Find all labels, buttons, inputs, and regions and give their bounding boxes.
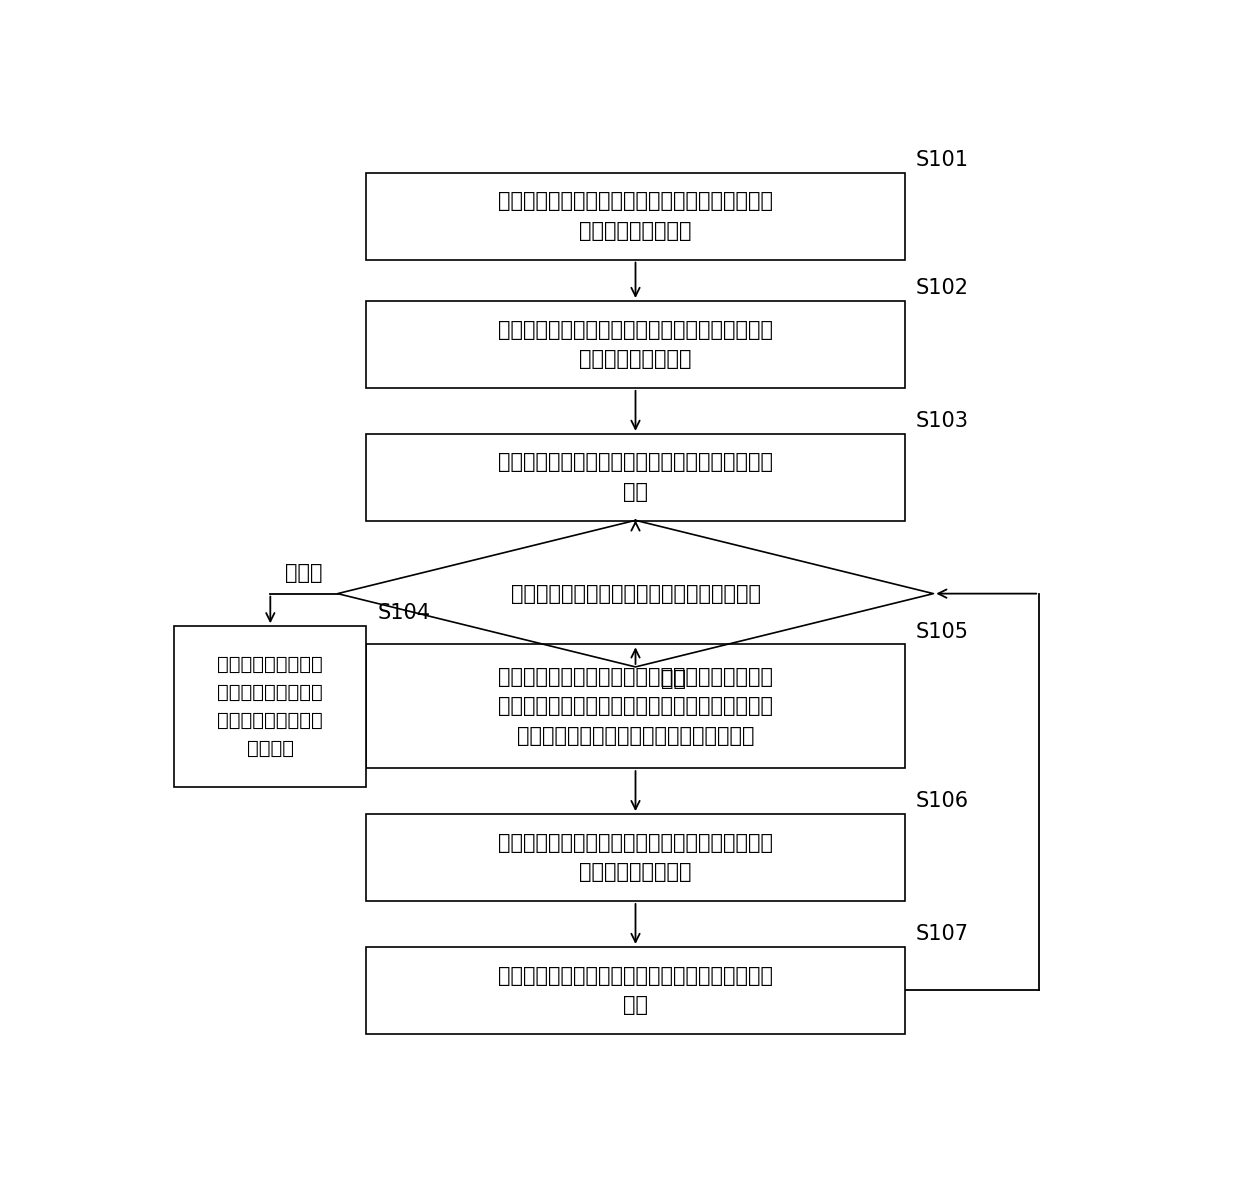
Text: 计算所述第一实际功率和所述第一输出功率的功率
差值: 计算所述第一实际功率和所述第一输出功率的功率 差值 <box>498 452 773 502</box>
Text: 不符合: 不符合 <box>285 563 322 583</box>
Text: 响应启动检测操作指令，按预设第一输出功率发送
第一检测信号至漏缆: 响应启动检测操作指令，按预设第一输出功率发送 第一检测信号至漏缆 <box>498 192 773 240</box>
Text: 获取所述当前从检测设备所检测到的所述第二检测
信号的第二实际功率: 获取所述当前从检测设备所检测到的所述第二检测 信号的第二实际功率 <box>498 833 773 882</box>
Bar <box>367 947 905 1034</box>
Text: S102: S102 <box>916 278 970 299</box>
Bar <box>367 173 905 259</box>
Text: S107: S107 <box>916 925 970 944</box>
Text: S105: S105 <box>916 621 970 641</box>
Text: 判断该功率差值是否符合预设的插入损耗要求: 判断该功率差值是否符合预设的插入损耗要求 <box>511 583 760 603</box>
Text: S103: S103 <box>916 411 970 431</box>
Text: S106: S106 <box>916 791 970 812</box>
Bar <box>367 645 905 769</box>
Bar <box>367 433 905 521</box>
Bar <box>367 301 905 388</box>
Text: 控制所述当前从检测设备按预设第二输出功率发送
第二检测信号至漏缆，并将所述当前从检测设备对
应的下一从检测设备默认为当前从检测设备: 控制所述当前从检测设备按预设第二输出功率发送 第二检测信号至漏缆，并将所述当前从… <box>498 666 773 746</box>
Text: S104: S104 <box>378 603 432 624</box>
Bar <box>367 814 905 901</box>
Text: S101: S101 <box>916 150 970 170</box>
Text: 计算所述第二实际功率和所述第二输出功率的功率
差值: 计算所述第二实际功率和所述第二输出功率的功率 差值 <box>498 965 773 1015</box>
Text: 判定该当前从检测设
备和上一检测设备之
间的漏缆线路存在问
题并警报: 判定该当前从检测设 备和上一检测设备之 间的漏缆线路存在问 题并警报 <box>217 654 324 758</box>
Text: 获取所述当前从检测设备所检测到的所述第一检测
信号的第一实际功率: 获取所述当前从检测设备所检测到的所述第一检测 信号的第一实际功率 <box>498 320 773 369</box>
Text: 符合: 符合 <box>661 669 687 689</box>
Bar <box>174 626 367 787</box>
